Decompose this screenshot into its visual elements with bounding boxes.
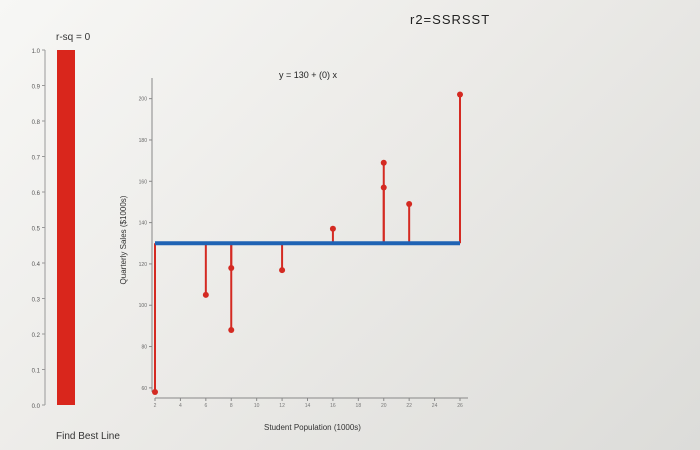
gauge-tick-label: 1.0: [32, 49, 41, 55]
y-tick-label: 120: [139, 262, 148, 268]
x-tick-label: 4: [179, 403, 182, 409]
x-tick-label: 14: [305, 403, 311, 409]
x-tick-label: 24: [432, 403, 438, 409]
data-point[interactable]: [152, 389, 158, 395]
x-tick-label: 12: [279, 403, 285, 409]
r-squared-label: r-sq = 0: [56, 32, 91, 43]
x-axis-label: Student Population (1000s): [264, 423, 361, 432]
gauge-tick-label: 0.5: [32, 227, 41, 233]
regression-equation: y = 130 + (0) x: [279, 70, 338, 80]
y-tick-label: 80: [141, 345, 147, 351]
data-point[interactable]: [228, 265, 235, 272]
y-tick-label: 200: [139, 97, 148, 103]
y-tick-label: 100: [139, 303, 148, 309]
gauge-tick-label: 0.8: [32, 120, 41, 126]
gauge-tick-label: 0.0: [32, 404, 41, 410]
data-point[interactable]: [406, 201, 413, 208]
gauge-tick-label: 0.3: [32, 298, 41, 304]
data-point[interactable]: [380, 184, 387, 191]
gauge-tick-label: 0.7: [32, 156, 41, 162]
x-tick-label: 6: [204, 403, 207, 409]
y-tick-label: 140: [139, 221, 148, 227]
data-point[interactable]: [202, 291, 209, 298]
x-tick-label: 2: [154, 403, 157, 409]
data-point[interactable]: [380, 159, 387, 166]
x-tick-label: 18: [356, 403, 362, 409]
data-point[interactable]: [228, 327, 235, 334]
gauge-tick-label: 0.9: [32, 85, 41, 91]
gauge-tick-label: 0.1: [32, 369, 41, 375]
x-tick-label: 8: [230, 403, 233, 409]
x-tick-label: 10: [254, 403, 260, 409]
x-tick-label: 26: [457, 403, 463, 409]
x-tick-label: 22: [406, 403, 412, 409]
r-squared-formula: r2=SSRSST: [410, 12, 491, 27]
gauge-tick-label: 0.4: [32, 262, 41, 268]
find-best-line-button[interactable]: Find Best Line: [56, 431, 120, 442]
x-tick-label: 16: [330, 403, 336, 409]
data-point[interactable]: [457, 91, 463, 98]
y-tick-label: 160: [139, 179, 148, 185]
y-axis-label: Quarterly Sales ($1000s): [119, 195, 128, 284]
gauge-tick-label: 0.6: [32, 191, 41, 197]
data-point[interactable]: [279, 267, 286, 274]
x-tick-label: 20: [381, 403, 387, 409]
r-squared-gauge: 1.0 0.9 0.8 0.7 0.6 0.5 0.4 0.3 0.2 0.1 0.0: [32, 49, 75, 410]
y-tick-label: 180: [139, 138, 148, 144]
y-tick-label: 60: [141, 386, 147, 392]
r-squared-bar: [57, 50, 75, 405]
gauge-tick-label: 0.2: [32, 333, 41, 339]
data-point[interactable]: [329, 225, 336, 232]
